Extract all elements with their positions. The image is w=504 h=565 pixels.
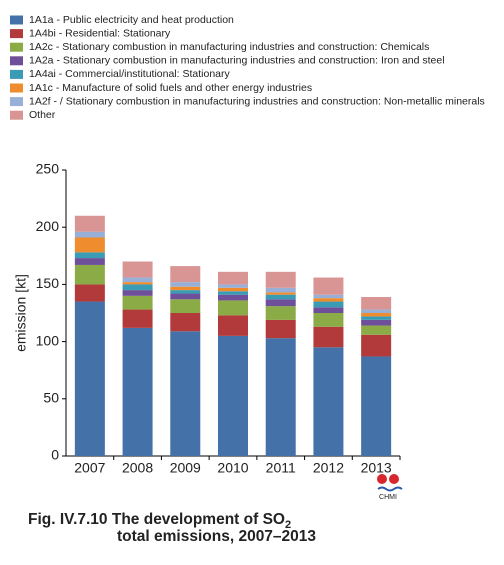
- x-tick-label: 2013: [361, 460, 392, 476]
- bar-segment: [313, 298, 344, 302]
- bar-segment: [265, 319, 296, 339]
- bar-segment: [122, 277, 153, 283]
- legend-label: 1A2a - Stationary combustion in manufact…: [29, 55, 445, 67]
- bar-segment: [313, 313, 344, 327]
- bar-segment: [74, 301, 105, 456]
- bar-segment: [122, 282, 153, 285]
- bar-segment: [265, 299, 296, 307]
- bar-segment: [313, 277, 344, 295]
- caption: total emissions, 2007–2013: [117, 528, 316, 545]
- logo-icon: [377, 474, 387, 484]
- bar-segment: [122, 284, 153, 291]
- legend-label: 1A2f - / Stationary combustion in manufa…: [29, 95, 485, 107]
- x-tick-label: 2007: [74, 460, 105, 476]
- legend-label: Other: [29, 109, 56, 121]
- bar-segment: [122, 261, 153, 278]
- y-axis-label: emission [kt]: [13, 274, 29, 352]
- bar-segment: [74, 252, 105, 259]
- bar-segment: [170, 266, 201, 283]
- bar-segment: [313, 347, 344, 456]
- bar-segment: [313, 301, 344, 308]
- bar-segment: [218, 335, 248, 456]
- legend-label: 1A4ai - Commercial/institutional: Statio…: [29, 68, 231, 80]
- bar-segment: [122, 290, 153, 296]
- caption-text: Fig. IV.7.10 The development of SO: [28, 511, 285, 528]
- bar-segment: [170, 331, 201, 456]
- bar-segment: [218, 287, 248, 292]
- x-tick-label: 2008: [122, 460, 153, 476]
- x-tick-label: 2011: [266, 460, 296, 476]
- bar-segment: [170, 313, 201, 332]
- y-tick-label: 150: [36, 275, 60, 291]
- bar-segment: [218, 315, 248, 336]
- bar-segment: [170, 286, 201, 291]
- legend-swatch: [10, 97, 23, 107]
- bar-segment: [218, 284, 248, 288]
- bar-segment: [361, 313, 392, 317]
- y-tick-label: 200: [36, 218, 60, 234]
- bar-segment: [361, 316, 392, 320]
- legend-swatch: [10, 110, 23, 120]
- legend-swatch: [10, 56, 23, 66]
- logo-icon: [377, 486, 403, 492]
- caption: Fig. IV.7.10 The development of SO2: [28, 511, 291, 531]
- legend-swatch: [10, 42, 23, 52]
- legend-label: 1A1a - Public electricity and heat produ…: [29, 14, 234, 26]
- bar-segment: [265, 287, 296, 293]
- x-tick-label: 2010: [217, 460, 248, 476]
- bar-segment: [361, 319, 392, 326]
- legend-label: 1A1c - Manufacture of solid fuels and ot…: [29, 82, 312, 94]
- bar-segment: [122, 295, 153, 310]
- legend-label: 1A2c - Stationary combustion in manufact…: [29, 41, 429, 53]
- legend-label: 1A4bi - Residential: Stationary: [29, 27, 171, 39]
- legend-swatch: [10, 83, 23, 93]
- bar-segment: [170, 299, 201, 313]
- bar-segment: [313, 326, 344, 348]
- bar-segment: [74, 231, 105, 238]
- bar-segment: [265, 271, 296, 288]
- bar-segment: [218, 300, 248, 316]
- bar-segment: [265, 306, 296, 320]
- bar-segment: [170, 293, 201, 300]
- bar-segment: [265, 338, 296, 456]
- bar-segment: [74, 284, 105, 302]
- y-tick-label: 100: [36, 332, 60, 348]
- legend-swatch: [10, 69, 23, 79]
- y-tick-label: 250: [36, 161, 60, 177]
- bar-segment: [74, 215, 105, 232]
- bar-segment: [170, 282, 201, 287]
- bar-segment: [218, 291, 248, 295]
- bar-segment: [170, 290, 201, 294]
- y-tick-label: 0: [51, 447, 59, 463]
- bar-segment: [265, 294, 296, 300]
- bar-segment: [74, 264, 105, 285]
- legend-swatch: [10, 15, 23, 25]
- x-tick-label: 2012: [313, 460, 344, 476]
- bar-segment: [361, 309, 392, 313]
- bar-segment: [313, 307, 344, 313]
- bar-segment: [361, 356, 392, 456]
- bar-segment: [218, 271, 248, 285]
- legend-swatch: [10, 29, 23, 39]
- bar-segment: [218, 294, 248, 301]
- bar-segment: [74, 258, 105, 265]
- bar-segment: [122, 327, 153, 456]
- bar-segment: [361, 325, 392, 335]
- bar-segment: [265, 292, 296, 295]
- logo-text: CHMI: [379, 494, 397, 501]
- caption-subscript: 2: [285, 519, 291, 531]
- bar-segment: [313, 294, 344, 299]
- bar-segment: [74, 237, 105, 253]
- bar-segment: [361, 334, 392, 357]
- y-tick-label: 50: [43, 390, 59, 406]
- bar-segment: [361, 296, 392, 310]
- logo-icon: [389, 474, 399, 484]
- x-tick-label: 2009: [170, 460, 201, 476]
- bar-segment: [122, 309, 153, 328]
